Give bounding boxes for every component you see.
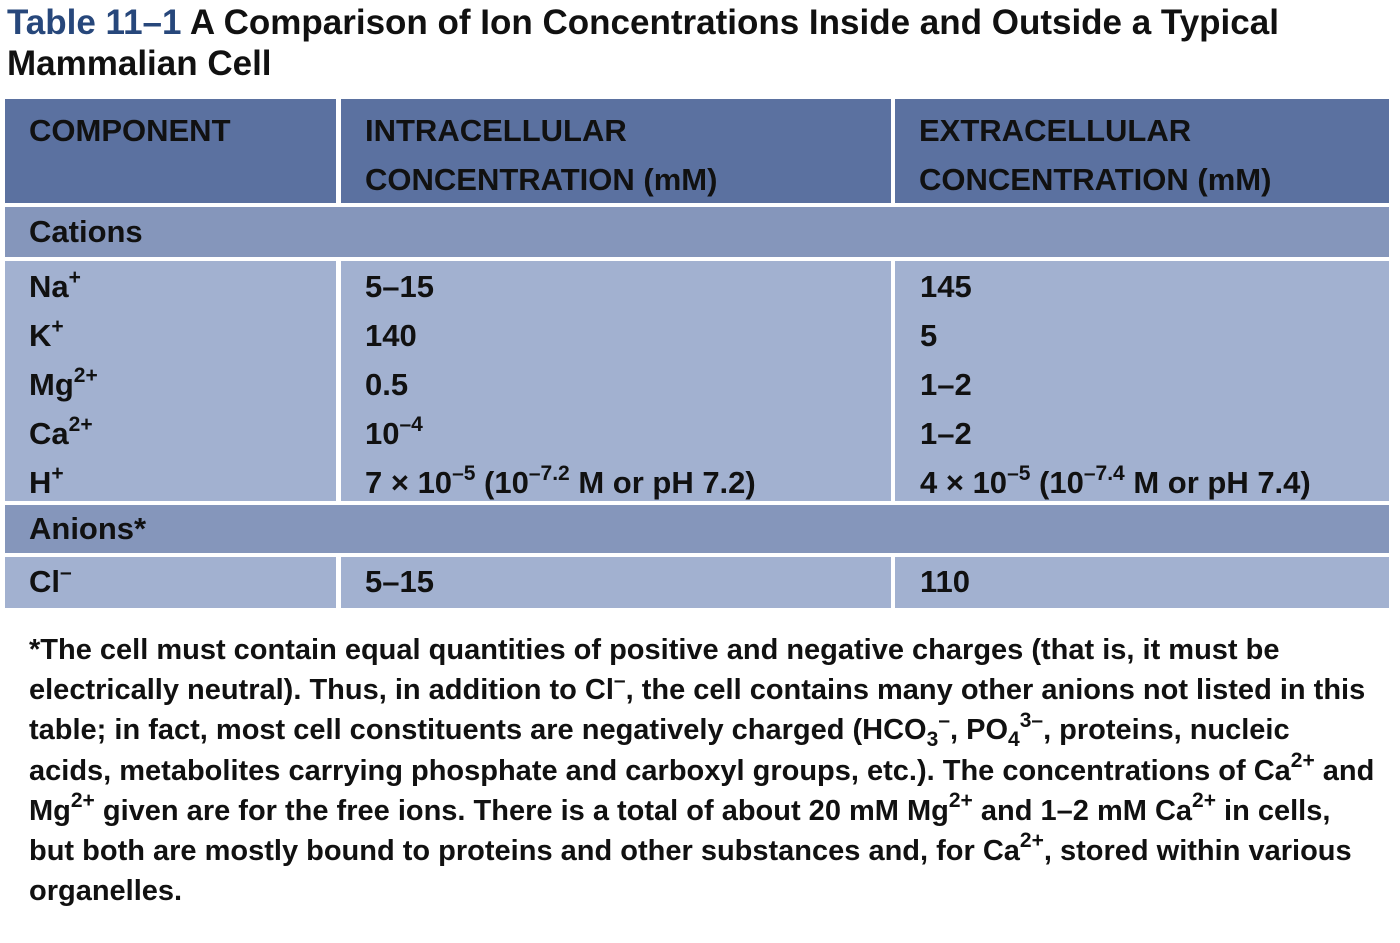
extracellular-value: 4 × 10–5 (10–7.4 M or pH 7.4): [920, 458, 1389, 507]
value-exponent: –4: [399, 412, 423, 436]
footnote-text: and 1–2 mM Ca: [972, 794, 1193, 827]
table-number-label: Table 11–1: [7, 3, 182, 42]
table-row: Cl–: [29, 557, 336, 606]
header-extracellular-line1: EXTRACELLULAR: [919, 113, 1192, 148]
table-title-text: A Comparison of Ion Concentrations Insid…: [7, 3, 1279, 83]
ion-name: Cl: [29, 564, 60, 599]
value-exponent: –7.2: [528, 461, 570, 485]
footnote-text: and Mg: [29, 754, 1375, 827]
footnote-superscript: 3–: [1019, 708, 1044, 732]
header-component-label: COMPONENT: [29, 113, 231, 148]
footnote-text: given are for the free ions. There is a …: [94, 794, 949, 827]
footnote-superscript: 2+: [948, 789, 973, 813]
footnote-superscript: –: [938, 708, 950, 732]
footnote-superscript: 2+: [1192, 789, 1216, 813]
intracellular-value: 10–4: [365, 409, 891, 458]
intracellular-value: 7 × 10–5 (10–7.2 M or pH 7.2): [365, 458, 891, 507]
footnote-text: , PO: [950, 714, 1009, 747]
footnote-superscript: 2+: [1290, 748, 1315, 772]
footnote-text: in cells, but both are mostly bound to p…: [29, 794, 1331, 868]
footnote-text: , the cell contains many other anions no…: [29, 674, 1366, 747]
value-text: (10: [1030, 465, 1084, 500]
ion-name: Ca: [29, 416, 69, 451]
section-cations: Cations: [5, 207, 1389, 257]
extracellular-value: 1–2: [920, 416, 972, 451]
footnote-subscript: 3: [926, 728, 939, 752]
value-exponent: –5: [1007, 461, 1031, 485]
section-anions: Anions*: [5, 505, 1389, 553]
extracellular-value: 1–2: [920, 367, 972, 402]
ion-concentration-table: COMPONENT INTRACELLULAR CONCENTRATION (m…: [5, 99, 1389, 608]
table-row: K+: [29, 311, 336, 360]
table-row: Na+: [29, 262, 336, 311]
value-exponent: –7.4: [1083, 461, 1125, 485]
cation-component-column: Na+ K+ Mg2+ Ca2+ H+: [5, 261, 336, 501]
ion-charge: –: [60, 560, 72, 584]
footnote-superscript: 2+: [70, 789, 95, 813]
header-extracellular: EXTRACELLULAR CONCENTRATION (mM): [895, 99, 1389, 203]
ion-charge: 2+: [73, 363, 98, 387]
intracellular-value: 5–15: [365, 269, 434, 304]
section-cations-label: Cations: [29, 214, 143, 249]
footnote-subscript: 4: [1008, 728, 1020, 752]
table-row: Ca2+: [29, 409, 336, 458]
header-intracellular-line1: INTRACELLULAR: [365, 113, 627, 148]
ion-name: K: [29, 318, 52, 353]
extracellular-value: 110: [920, 564, 971, 599]
cation-extracellular-column: 145 5 1–2 1–2 4 × 10–5 (10–7.4 M or pH 7…: [895, 261, 1389, 501]
table-footnote: *The cell must contain equal quantities …: [29, 630, 1379, 911]
footnote-superscript: –: [613, 668, 626, 692]
value-base: 10: [365, 416, 400, 451]
intracellular-value: 140: [365, 318, 417, 353]
header-component: COMPONENT: [5, 99, 336, 203]
intracellular-value: 5–15: [365, 564, 434, 599]
table-row: Mg2+: [29, 360, 336, 409]
value-text: M or pH 7.2): [569, 465, 756, 500]
footnote-text: , stored within various organelles.: [29, 835, 1352, 908]
ion-name: H: [29, 465, 52, 500]
section-anions-label: Anions*: [29, 511, 147, 546]
header-intracellular-line2: CONCENTRATION (mM): [365, 162, 718, 197]
header-intracellular: INTRACELLULAR CONCENTRATION (mM): [341, 99, 891, 203]
table-title: Table 11–1 A Comparison of Ion Concentra…: [7, 2, 1387, 84]
ion-charge: 2+: [68, 412, 93, 436]
cation-intracellular-column: 5–15 140 0.5 10–4 7 × 10–5 (10–7.2 M or …: [341, 261, 891, 501]
value-text: M or pH 7.4): [1124, 465, 1311, 500]
ion-charge: +: [51, 314, 64, 338]
anion-component-column: Cl–: [5, 557, 336, 608]
value-exponent: –5: [452, 461, 476, 485]
footnote-text: *The cell must contain equal quantities …: [29, 634, 1280, 707]
header-extracellular-line2: CONCENTRATION (mM): [919, 162, 1272, 197]
value-text: (10: [475, 465, 529, 500]
extracellular-value: 5: [920, 318, 938, 353]
footnote-superscript: 2+: [1019, 829, 1044, 853]
ion-charge: +: [68, 265, 81, 289]
ion-name: Na: [29, 269, 69, 304]
value-text: 4 × 10: [920, 465, 1008, 500]
ion-name: Mg: [29, 367, 74, 402]
extracellular-value: 145: [920, 269, 972, 304]
footnote-text: , proteins, nucleic acids, metabolites c…: [29, 714, 1291, 787]
intracellular-value: 0.5: [365, 367, 409, 402]
table-row: H+: [29, 458, 336, 507]
ion-charge: +: [51, 461, 64, 485]
anion-extracellular-column: 110: [895, 557, 1389, 608]
anion-intracellular-column: 5–15: [341, 557, 891, 608]
value-text: 7 × 10: [365, 465, 453, 500]
